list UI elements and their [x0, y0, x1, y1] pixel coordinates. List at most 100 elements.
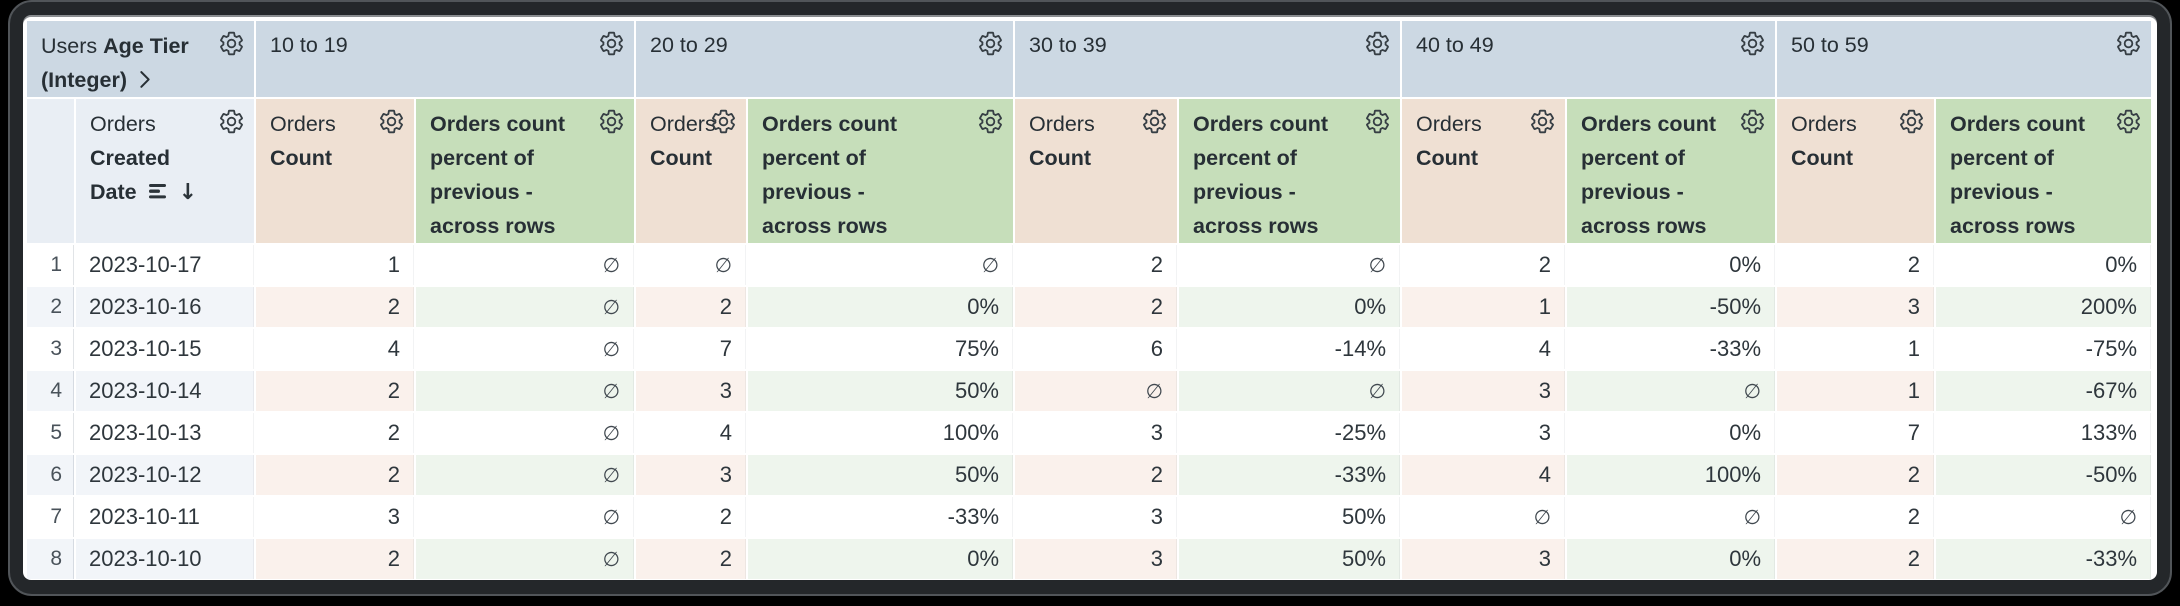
count-cell[interactable]: 2: [1015, 455, 1177, 495]
count-cell[interactable]: 3: [1402, 539, 1565, 579]
percent-cell[interactable]: 50%: [748, 371, 1013, 411]
pivot-value-header-4[interactable]: 40 to 49: [1402, 21, 1775, 97]
count-cell[interactable]: 4: [1402, 455, 1565, 495]
percent-cell[interactable]: 0%: [748, 287, 1013, 327]
count-cell[interactable]: 2: [256, 287, 414, 327]
count-cell[interactable]: 3: [1015, 497, 1177, 537]
percent-cell[interactable]: 0%: [1179, 287, 1400, 327]
gear-icon[interactable]: [218, 108, 245, 135]
percent-cell[interactable]: ∅: [416, 539, 634, 579]
gear-icon[interactable]: [977, 30, 1004, 57]
date-cell[interactable]: 2023-10-10: [76, 539, 254, 579]
count-cell[interactable]: 4: [1402, 329, 1565, 369]
count-cell[interactable]: 3: [1015, 539, 1177, 579]
gear-icon[interactable]: [598, 30, 625, 57]
gear-icon[interactable]: [977, 108, 1004, 135]
count-cell[interactable]: ∅: [1402, 497, 1565, 537]
percent-cell[interactable]: 0%: [748, 539, 1013, 579]
percent-cell[interactable]: -33%: [1567, 329, 1775, 369]
count-cell[interactable]: 2: [256, 539, 414, 579]
gear-icon[interactable]: [2115, 108, 2142, 135]
measure-header-count-5[interactable]: Orders Count: [1777, 99, 1934, 243]
count-cell[interactable]: 4: [636, 413, 746, 453]
measure-header-percent-2[interactable]: Orders count percent of previous - acros…: [748, 99, 1013, 243]
percent-cell[interactable]: 50%: [748, 455, 1013, 495]
count-cell[interactable]: 1: [1777, 371, 1934, 411]
count-cell[interactable]: 3: [636, 455, 746, 495]
percent-cell[interactable]: ∅: [416, 329, 634, 369]
measure-header-count-3[interactable]: Orders Count: [1015, 99, 1177, 243]
count-cell[interactable]: 1: [1402, 287, 1565, 327]
row-dimension-header[interactable]: Orders Created Date ↓: [76, 99, 254, 243]
percent-cell[interactable]: ∅: [416, 245, 634, 285]
percent-cell[interactable]: -33%: [1179, 455, 1400, 495]
date-cell[interactable]: 2023-10-15: [76, 329, 254, 369]
count-cell[interactable]: 3: [636, 371, 746, 411]
date-cell[interactable]: 2023-10-16: [76, 287, 254, 327]
gear-icon[interactable]: [378, 108, 405, 135]
measure-header-count-2[interactable]: Orders Count: [636, 99, 746, 243]
count-cell[interactable]: 2: [256, 455, 414, 495]
percent-cell[interactable]: 200%: [1936, 287, 2151, 327]
percent-cell[interactable]: ∅: [416, 413, 634, 453]
date-cell[interactable]: 2023-10-13: [76, 413, 254, 453]
gear-icon[interactable]: [1364, 30, 1391, 57]
count-cell[interactable]: 2: [1015, 245, 1177, 285]
percent-cell[interactable]: 75%: [748, 329, 1013, 369]
percent-cell[interactable]: -50%: [1936, 455, 2151, 495]
percent-cell[interactable]: ∅: [416, 455, 634, 495]
pivot-value-header-2[interactable]: 20 to 29: [636, 21, 1013, 97]
gear-icon[interactable]: [1141, 108, 1168, 135]
count-cell[interactable]: 2: [636, 539, 746, 579]
gear-icon[interactable]: [1898, 108, 1925, 135]
count-cell[interactable]: 2: [1777, 497, 1934, 537]
percent-cell[interactable]: -75%: [1936, 329, 2151, 369]
count-cell[interactable]: 4: [256, 329, 414, 369]
percent-cell[interactable]: ∅: [748, 245, 1013, 285]
gear-icon[interactable]: [710, 108, 737, 135]
percent-cell[interactable]: ∅: [416, 287, 634, 327]
percent-cell[interactable]: 100%: [1567, 455, 1775, 495]
percent-cell[interactable]: -14%: [1179, 329, 1400, 369]
percent-cell[interactable]: 0%: [1936, 245, 2151, 285]
gear-icon[interactable]: [2115, 30, 2142, 57]
count-cell[interactable]: 2: [1777, 539, 1934, 579]
percent-cell[interactable]: ∅: [416, 371, 634, 411]
gear-icon[interactable]: [598, 108, 625, 135]
count-cell[interactable]: 2: [1015, 287, 1177, 327]
count-cell[interactable]: 2: [1777, 245, 1934, 285]
count-cell[interactable]: 7: [1777, 413, 1934, 453]
percent-cell[interactable]: ∅: [1179, 245, 1400, 285]
percent-cell[interactable]: ∅: [1567, 371, 1775, 411]
measure-header-count-1[interactable]: Orders Count: [256, 99, 414, 243]
percent-cell[interactable]: ∅: [1936, 497, 2151, 537]
pivot-value-header-1[interactable]: 10 to 19: [256, 21, 634, 97]
count-cell[interactable]: 3: [1402, 413, 1565, 453]
measure-header-percent-3[interactable]: Orders count percent of previous - acros…: [1179, 99, 1400, 243]
date-cell[interactable]: 2023-10-14: [76, 371, 254, 411]
pivot-value-header-5[interactable]: 50 to 59: [1777, 21, 2151, 97]
count-cell[interactable]: 7: [636, 329, 746, 369]
measure-header-percent-4[interactable]: Orders count percent of previous - acros…: [1567, 99, 1775, 243]
count-cell[interactable]: 2: [1777, 455, 1934, 495]
percent-cell[interactable]: -67%: [1936, 371, 2151, 411]
percent-cell[interactable]: ∅: [416, 497, 634, 537]
percent-cell[interactable]: -25%: [1179, 413, 1400, 453]
count-cell[interactable]: 2: [256, 413, 414, 453]
count-cell[interactable]: 2: [256, 371, 414, 411]
count-cell[interactable]: 1: [256, 245, 414, 285]
measure-header-percent-5[interactable]: Orders count percent of previous - acros…: [1936, 99, 2151, 243]
percent-cell[interactable]: 0%: [1567, 245, 1775, 285]
date-cell[interactable]: 2023-10-17: [76, 245, 254, 285]
percent-cell[interactable]: 100%: [748, 413, 1013, 453]
percent-cell[interactable]: 0%: [1567, 539, 1775, 579]
count-cell[interactable]: 3: [1777, 287, 1934, 327]
count-cell[interactable]: 3: [1015, 413, 1177, 453]
gear-icon[interactable]: [1529, 108, 1556, 135]
date-cell[interactable]: 2023-10-11: [76, 497, 254, 537]
percent-cell[interactable]: 133%: [1936, 413, 2151, 453]
percent-cell[interactable]: 0%: [1567, 413, 1775, 453]
percent-cell[interactable]: ∅: [1567, 497, 1775, 537]
count-cell[interactable]: ∅: [636, 245, 746, 285]
percent-cell[interactable]: 50%: [1179, 539, 1400, 579]
